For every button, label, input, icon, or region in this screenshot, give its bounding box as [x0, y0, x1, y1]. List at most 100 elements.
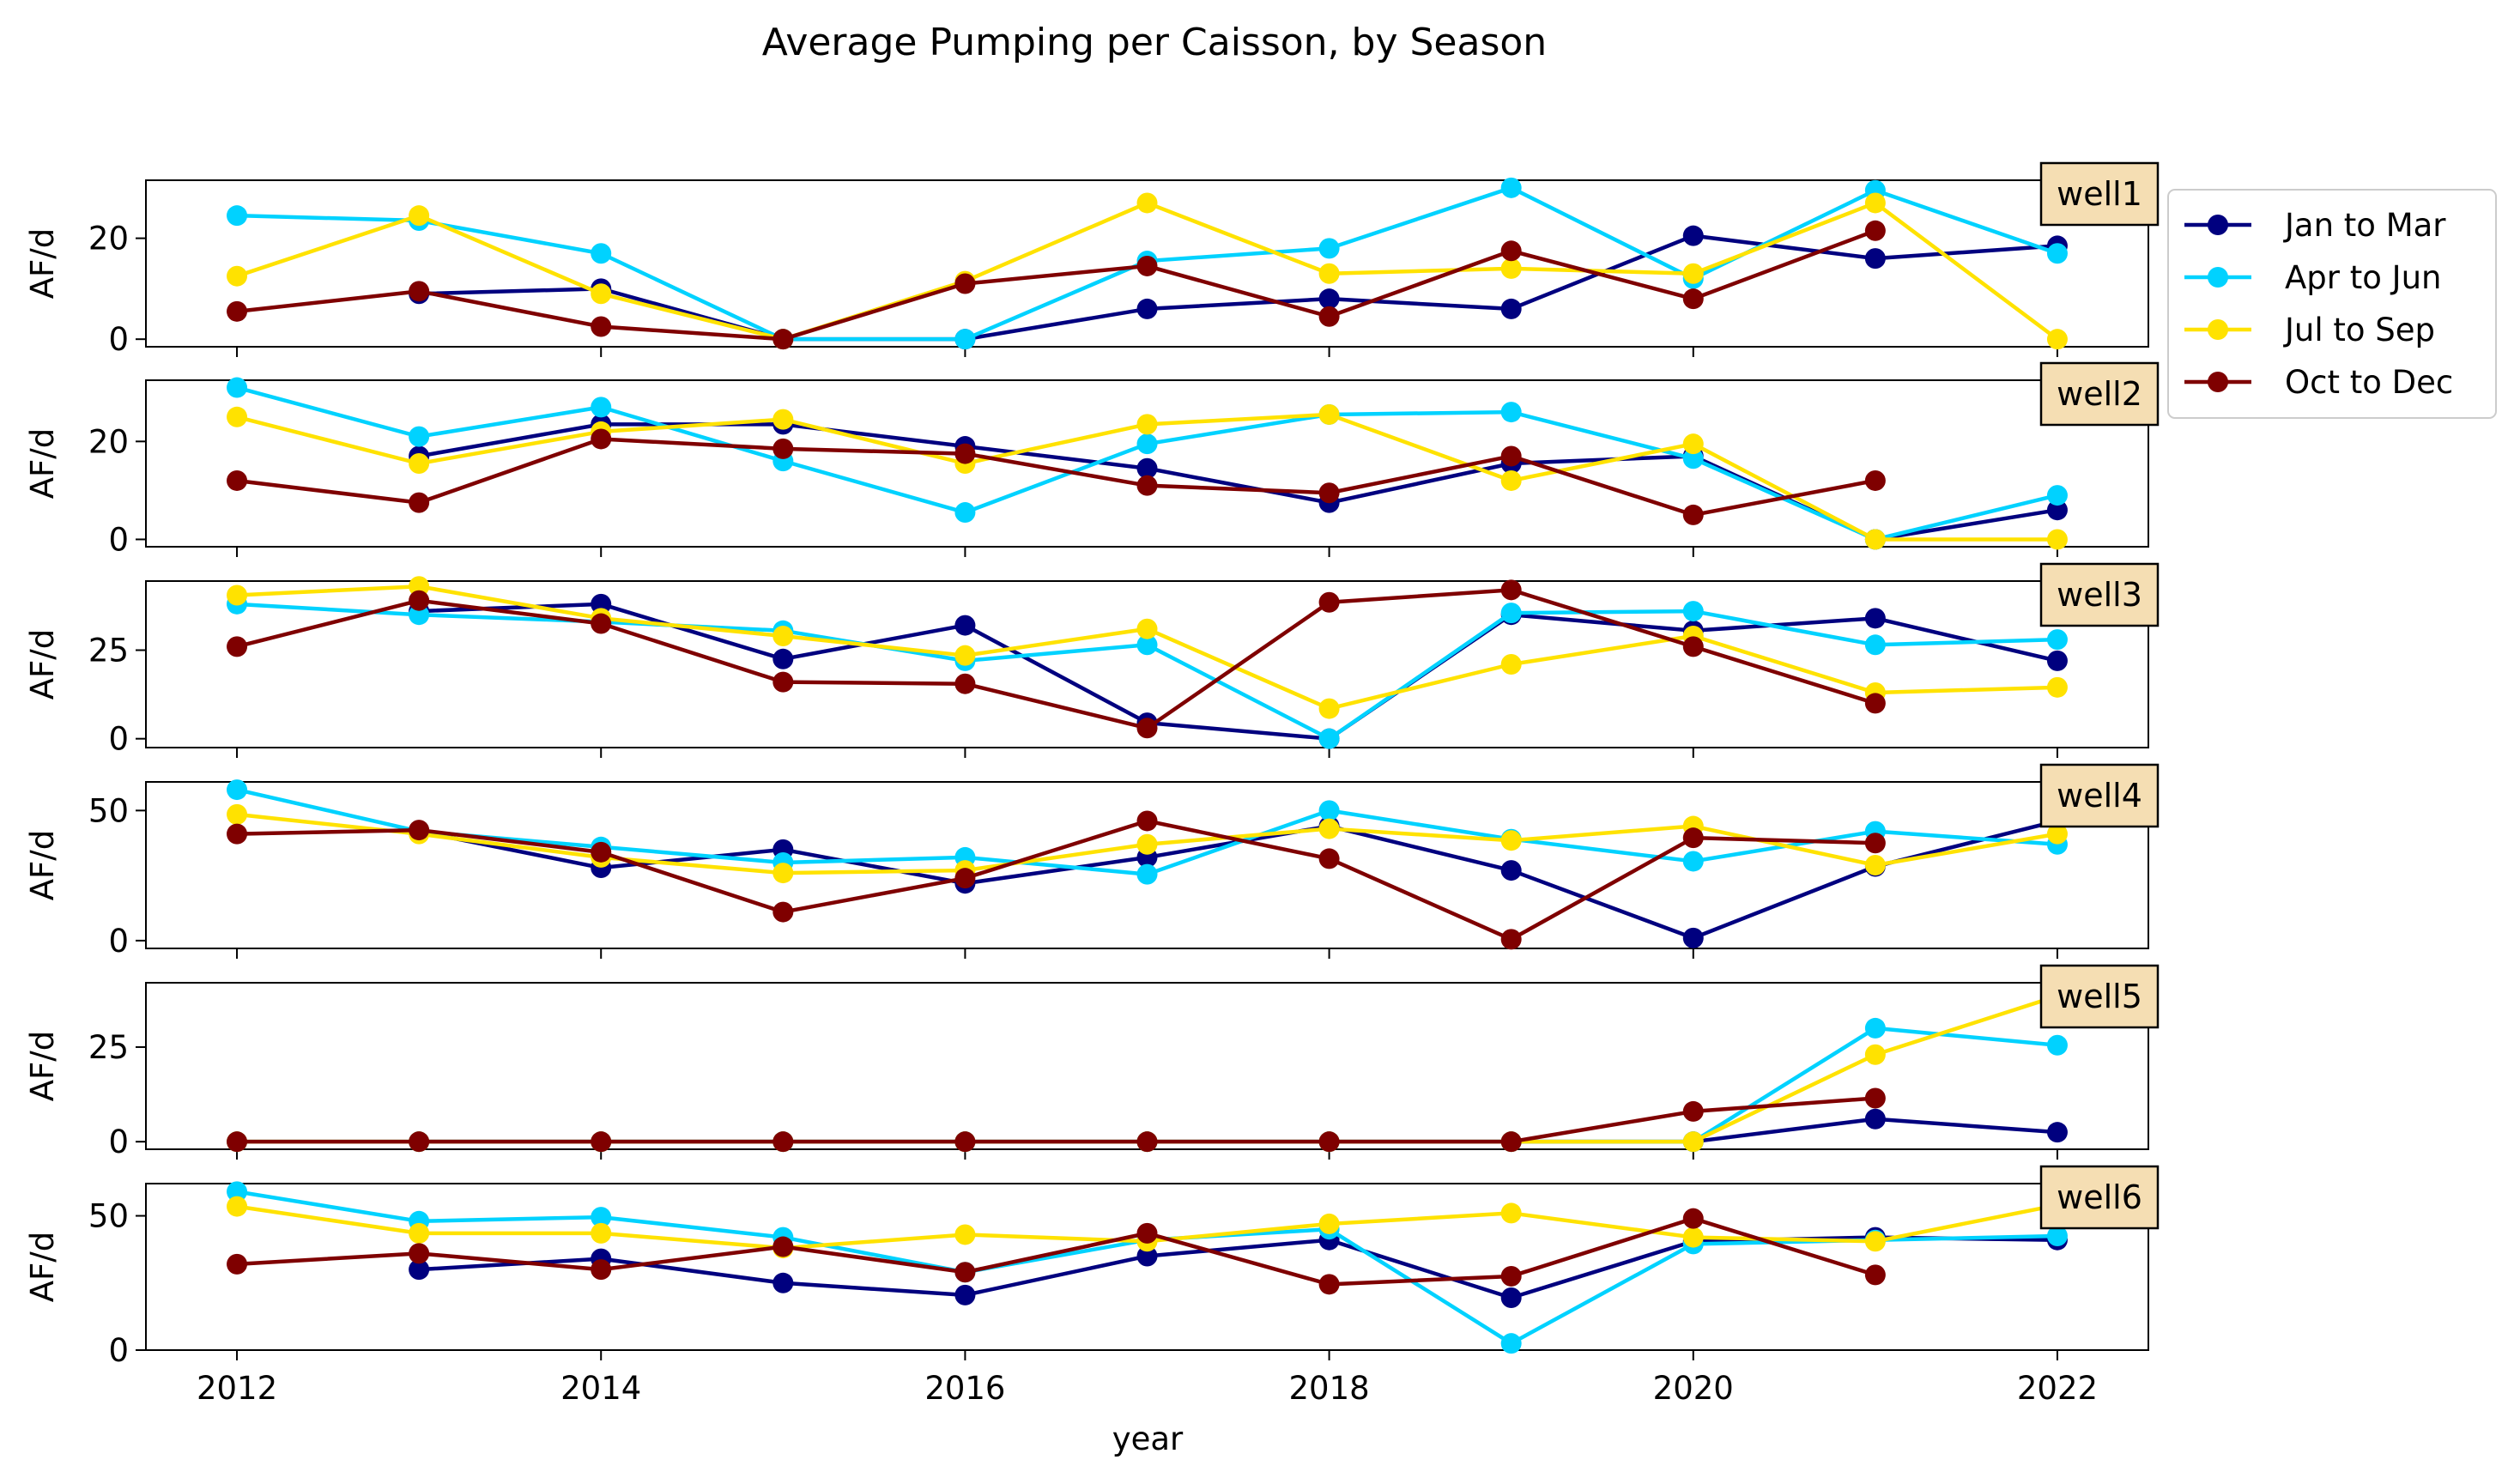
series-oct-to-dec [227, 220, 1886, 350]
series-line [236, 588, 1876, 730]
data-point [1864, 1044, 1886, 1065]
data-point [1682, 851, 1704, 872]
y-tick-label: 25 [88, 1029, 129, 1066]
y-axis-label: AF/d [24, 629, 61, 700]
data-point [591, 1207, 612, 1228]
data-point [1864, 1087, 1886, 1109]
data-point [227, 779, 248, 801]
data-point [1682, 448, 1704, 469]
panel-tag-well2: well2 [2039, 361, 2160, 427]
series-oct-to-dec [227, 1087, 1886, 1153]
data-point [409, 205, 430, 227]
y-tick-label: 0 [108, 1124, 129, 1160]
data-point [2046, 1226, 2068, 1247]
x-tick-label: 2014 [560, 1370, 641, 1407]
data-point [1864, 693, 1886, 714]
data-point [1682, 1100, 1704, 1122]
data-point [1136, 863, 1158, 885]
data-point [1318, 238, 1340, 259]
panels-group: 0 20 AF/d well1 0 20 AF/d well2 0 25 AF/d well3 0 50 A… [24, 161, 2160, 1407]
y-tick-label: 25 [88, 632, 129, 669]
data-point [1136, 810, 1158, 832]
panel-tag-label: well6 [2057, 1178, 2142, 1216]
series-oct-to-dec [227, 810, 1886, 950]
data-point [409, 590, 430, 611]
data-point [1136, 414, 1158, 435]
x-tick-label: 2016 [924, 1370, 1005, 1407]
data-point [1864, 608, 1886, 629]
data-point [1864, 1264, 1886, 1286]
data-point [1136, 475, 1158, 496]
data-point [772, 648, 794, 669]
data-point [227, 1181, 248, 1202]
data-point [1682, 225, 1704, 246]
panel-well1: 0 20 AF/d well1 [24, 161, 2160, 358]
data-point [772, 625, 794, 646]
legend-marker [2208, 215, 2228, 235]
chart-title: Average Pumping per Caisson, by Season [762, 21, 1547, 64]
data-point [772, 1236, 794, 1257]
data-point [1864, 529, 1886, 550]
data-point [1864, 248, 1886, 270]
data-point [1500, 469, 1522, 491]
data-point [954, 502, 976, 524]
panel-tag-well1: well1 [2039, 161, 2160, 227]
series-jul-to-sep [227, 576, 2068, 719]
panel-tag-label: well3 [2057, 576, 2142, 614]
data-point [2046, 650, 2068, 671]
legend: Jan to Mar Apr to Jun Jul to Sep Oct to Dec [2167, 189, 2497, 419]
data-point [1136, 833, 1158, 855]
data-point [227, 377, 248, 398]
data-point [591, 316, 612, 337]
data-point [1682, 1208, 1704, 1229]
data-point [227, 803, 248, 825]
data-point [1318, 818, 1340, 839]
data-point [1136, 1245, 1158, 1267]
panel-frame [145, 1183, 2149, 1351]
panel-frame [145, 781, 2149, 949]
data-point [591, 841, 612, 863]
data-point [772, 438, 794, 459]
y-tick-label: 0 [108, 721, 129, 758]
panel-well6: 0 50 2012 2014 2016 2018 2020 2022 AF/d well6 [24, 1165, 2160, 1407]
data-point [1864, 1108, 1886, 1130]
y-axis-label: AF/d [24, 228, 61, 300]
data-point [1500, 1333, 1522, 1354]
y-tick-label: 0 [108, 923, 129, 960]
data-point [1864, 855, 1886, 875]
data-point [772, 409, 794, 430]
data-point [1864, 469, 1886, 491]
legend-entry: Jul to Sep [2184, 312, 2435, 348]
y-axis-label: AF/d [24, 830, 61, 901]
data-point [1682, 1131, 1704, 1153]
data-point [1318, 482, 1340, 504]
data-point [1318, 591, 1340, 613]
data-point [772, 863, 794, 884]
data-point [591, 283, 612, 305]
data-point [1500, 1131, 1522, 1153]
x-tick-label: 2012 [197, 1370, 277, 1407]
data-point [409, 453, 430, 474]
data-point [2046, 485, 2068, 506]
data-point [1500, 1287, 1522, 1308]
legend-label: Jan to Mar [2283, 207, 2446, 244]
x-tick-label: 2022 [2017, 1370, 2098, 1407]
panel-well3: 0 25 AF/d well3 [24, 562, 2160, 758]
data-point [1500, 1265, 1522, 1287]
data-point [409, 576, 430, 597]
data-point [1318, 698, 1340, 719]
panel-tag-box [2039, 161, 2160, 227]
data-point [2046, 676, 2068, 698]
legend-label: Jul to Sep [2283, 312, 2435, 348]
data-point [1136, 192, 1158, 214]
data-point [409, 1222, 430, 1244]
legend-label: Oct to Dec [2285, 364, 2453, 401]
data-point [1500, 860, 1522, 881]
data-point [2046, 243, 2068, 264]
data-point [1318, 728, 1340, 749]
legend-entry: Oct to Dec [2184, 364, 2453, 401]
data-point [1318, 403, 1340, 425]
data-point [409, 1131, 430, 1153]
data-point [1318, 800, 1340, 821]
